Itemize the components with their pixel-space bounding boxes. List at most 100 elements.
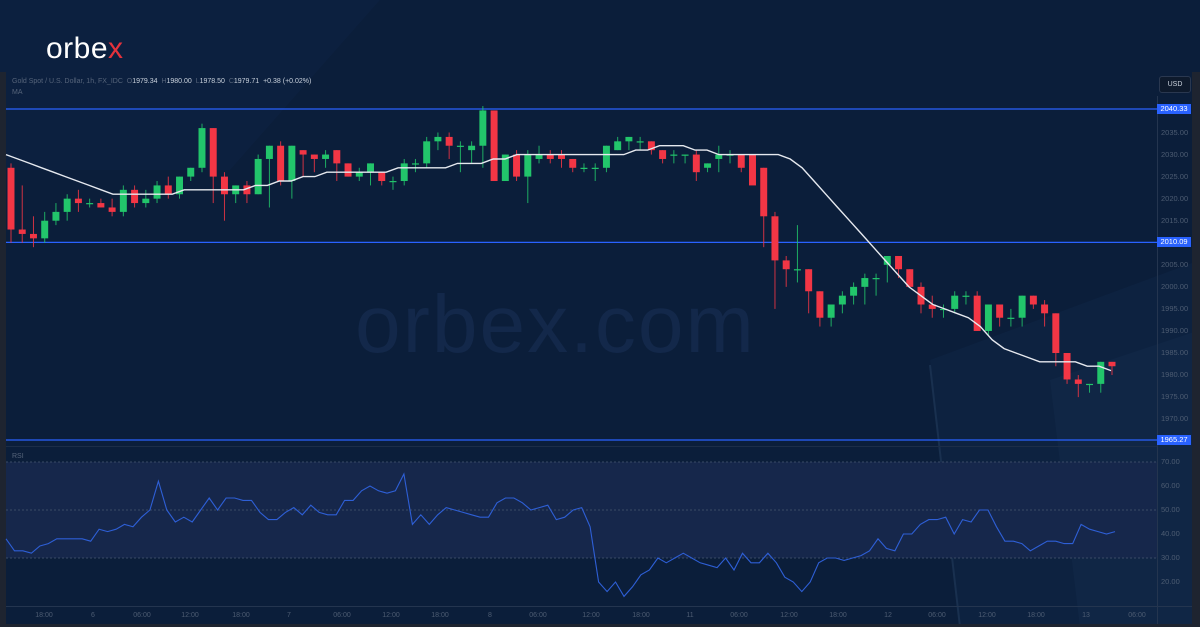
candle-body	[243, 185, 251, 195]
candle-body	[299, 150, 307, 155]
currency-button[interactable]: USD	[1159, 76, 1191, 93]
candle-body	[973, 295, 981, 331]
time-tick: 06:00	[333, 612, 351, 619]
price-tick: 2000.00	[1161, 281, 1189, 291]
price-tick: 2020.00	[1161, 193, 1189, 203]
candle-body	[996, 304, 1004, 318]
candle-body	[131, 189, 139, 204]
time-tick: 18:00	[632, 612, 650, 619]
watermark: orbex.com	[355, 279, 756, 370]
time-tick: 06:00	[529, 612, 547, 619]
time-tick: 12:00	[978, 612, 996, 619]
candle-body	[164, 185, 172, 195]
candle-body	[771, 216, 779, 261]
candle-body	[119, 189, 127, 212]
candle-body	[692, 154, 700, 173]
candle-body	[277, 145, 285, 182]
candle-body	[681, 154, 689, 156]
candle-body	[591, 167, 599, 169]
time-tick: 7	[287, 612, 291, 619]
candle-body	[1029, 295, 1037, 305]
candle-body	[838, 295, 846, 305]
candle-body	[928, 304, 936, 309]
time-tick: 06:00	[1128, 612, 1146, 619]
high-label: H	[161, 78, 167, 85]
candle-body	[793, 269, 801, 271]
candle-body	[760, 167, 768, 217]
candle-body	[490, 110, 498, 182]
high-value: 1980.00	[166, 78, 192, 85]
price-level-tag: 2040.33	[1157, 104, 1191, 114]
candle-body	[265, 145, 273, 159]
left-border	[0, 72, 6, 627]
candle-body	[962, 295, 970, 297]
time-tick: 8	[488, 612, 492, 619]
price-tick: 1985.00	[1161, 348, 1189, 357]
pane-separator[interactable]	[6, 446, 1157, 447]
logo-text: orbe	[46, 32, 109, 65]
time-tick: 13	[1082, 612, 1090, 619]
candle-body	[872, 278, 880, 280]
candle-body	[52, 211, 60, 221]
candle-body	[254, 158, 262, 195]
candle-body	[1086, 383, 1094, 386]
candle-body	[704, 163, 712, 168]
candle-body	[883, 255, 891, 265]
price-tick: 2035.00	[1161, 127, 1189, 137]
candle-body	[861, 278, 869, 287]
rsi-indicator-label[interactable]: RSI	[12, 453, 24, 460]
price-tick: 1990.00	[1161, 325, 1189, 335]
rsi-band	[6, 462, 1157, 558]
candle-body	[558, 154, 565, 159]
price-tick: 2005.00	[1161, 259, 1189, 269]
time-tick: 11	[686, 612, 694, 619]
candle-body	[1063, 353, 1071, 380]
candle-body	[670, 154, 678, 156]
candle-body	[153, 185, 161, 199]
candle-body	[546, 154, 554, 159]
time-tick: 06:00	[730, 612, 748, 619]
candle-body	[580, 167, 588, 169]
candle-body	[1097, 361, 1105, 384]
price-tick: 1970.00	[1161, 414, 1189, 424]
candle-body	[827, 304, 835, 318]
time-tick: 18:00	[431, 612, 449, 619]
time-tick: 12	[884, 612, 892, 619]
candle-body	[86, 203, 94, 205]
candle-body	[1018, 295, 1026, 318]
candle-body	[434, 136, 442, 142]
candle-body	[142, 198, 150, 204]
candle-body	[176, 176, 184, 195]
time-tick: 12:00	[780, 612, 798, 619]
rsi-tick: 70.00	[1161, 457, 1180, 466]
candle-body	[501, 154, 509, 182]
symbol-legend: Gold Spot / U.S. Dollar, 1h, FX_IDC O197…	[12, 78, 311, 85]
logo-accent: x	[108, 32, 124, 65]
candle-body	[625, 136, 633, 142]
candle-body	[524, 154, 532, 177]
rsi-line	[5, 472, 1116, 598]
candle-body	[7, 167, 15, 230]
time-tick: 6	[91, 612, 95, 619]
candle-body	[850, 286, 858, 296]
price-level-tag: 1965.27	[1157, 435, 1191, 445]
candle-body	[535, 154, 543, 159]
low-label: L	[195, 78, 200, 85]
candle-body	[220, 176, 228, 195]
symbol-title: Gold Spot / U.S. Dollar, 1h, FX_IDC	[12, 78, 123, 85]
brand-logo: orbex	[46, 32, 124, 66]
time-tick: 12:00	[382, 612, 400, 619]
candle-body	[367, 163, 374, 173]
candle-body	[1007, 317, 1015, 319]
candle-body	[782, 260, 790, 270]
ma-indicator-label[interactable]: MA	[12, 89, 23, 96]
time-tick: 12:00	[582, 612, 600, 619]
candle-body	[41, 220, 49, 239]
candle-body	[749, 154, 756, 186]
price-tick: 2015.00	[1161, 215, 1189, 225]
price-level-tag: 2010.09	[1157, 237, 1191, 248]
candle-body	[479, 110, 487, 146]
candle-body	[984, 304, 992, 331]
candle-body	[322, 154, 330, 159]
